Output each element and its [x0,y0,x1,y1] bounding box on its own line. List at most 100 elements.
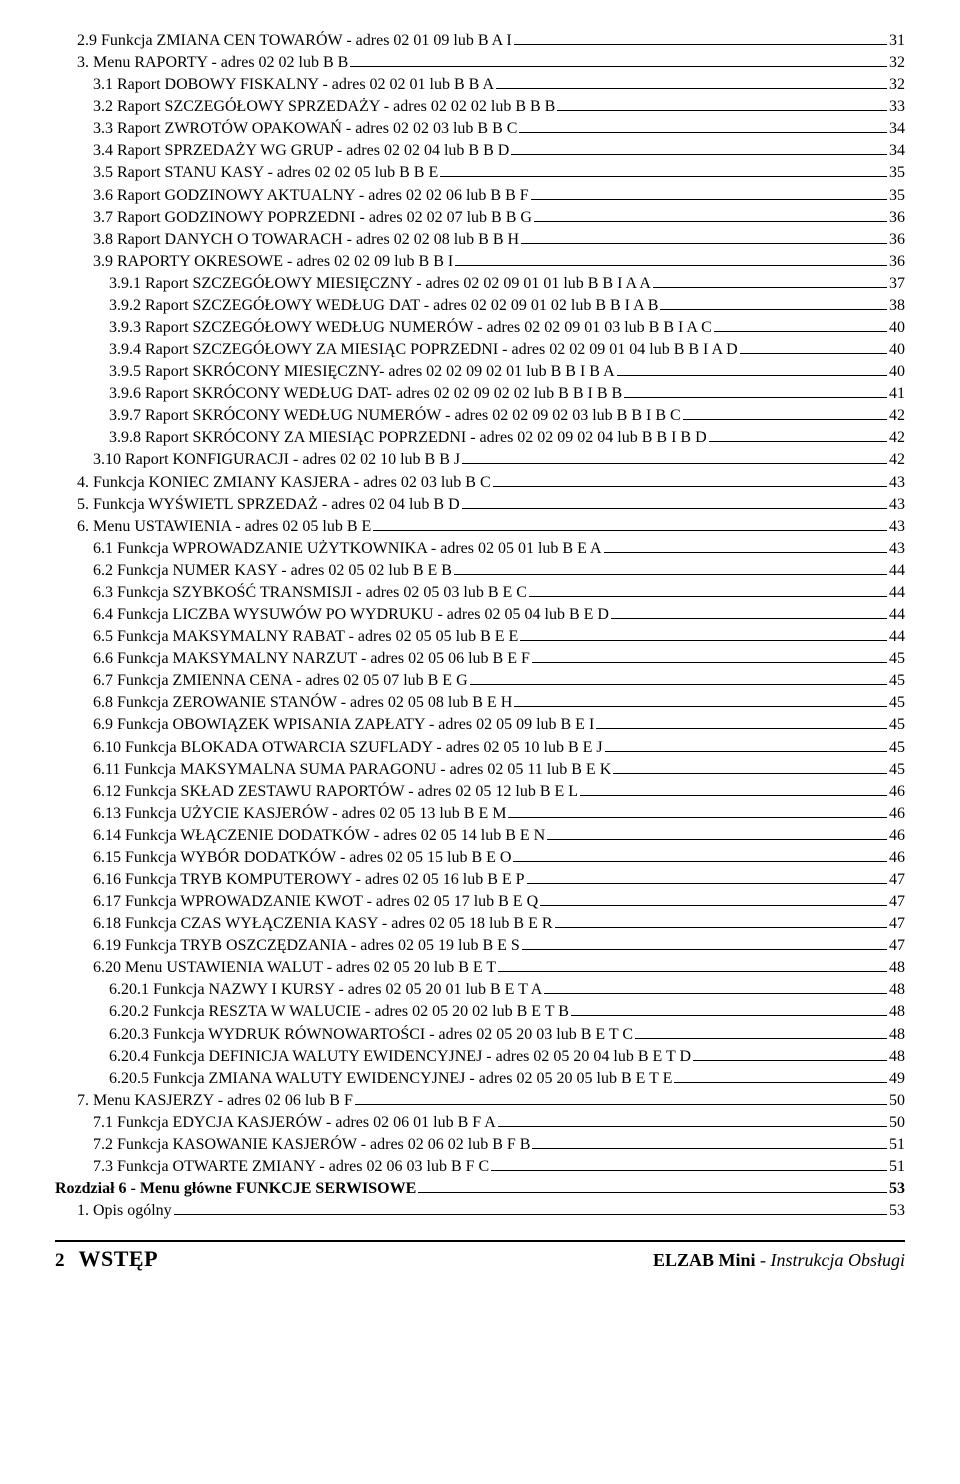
toc-leader [605,751,887,752]
toc-entry-label: 6.12 Funkcja SKŁAD ZESTAWU RAPORTÓW - ad… [93,781,578,803]
toc-leader [520,640,887,641]
toc-entry-label: 3.2 Raport SZCZEGÓŁOWY SPRZEDAŻY - adres… [93,96,555,118]
toc-entry-page: 34 [889,140,905,162]
toc-leader [462,463,887,464]
toc-leader [514,44,887,45]
toc-entry-label: 6.14 Funkcja WŁĄCZENIE DODATKÓW - adres … [93,825,545,847]
toc-entry: 3. Menu RAPORTY - adres 02 02 lub B B32 [55,52,905,74]
toc-entry-page: 44 [889,582,905,604]
toc-entry: 3.9.1 Raport SZCZEGÓŁOWY MIESIĘCZNY - ad… [55,273,905,295]
toc-entry-label: 6.3 Funkcja SZYBKOŚĆ TRANSMISJI - adres … [93,582,527,604]
toc-leader [693,1060,887,1061]
table-of-contents: 2.9 Funkcja ZMIANA CEN TOWARÓW - adres 0… [55,30,905,1222]
toc-entry-label: 6.20.2 Funkcja RESZTA W WALUCIE - adres … [109,1001,569,1023]
toc-entry: 2.9 Funkcja ZMIANA CEN TOWARÓW - adres 0… [55,30,905,52]
toc-entry: 3.9.6 Raport SKRÓCONY WEDŁUG DAT- adres … [55,383,905,405]
toc-leader [462,508,887,509]
toc-entry-page: 43 [889,538,905,560]
toc-entry: 6.8 Funkcja ZEROWANIE STANÓW - adres 02 … [55,692,905,714]
toc-entry-page: 44 [889,604,905,626]
toc-leader [521,243,887,244]
toc-entry: 6. Menu USTAWIENIA - adres 02 05 lub B E… [55,516,905,538]
toc-entry: 3.10 Raport KONFIGURACJI - adres 02 02 1… [55,449,905,471]
toc-leader [544,993,887,994]
toc-entry-label: 6.15 Funkcja WYBÓR DODATKÓW - adres 02 0… [93,847,511,869]
toc-entry-page: 40 [889,339,905,361]
toc-entry-label: 3.3 Raport ZWROTÓW OPAKOWAŃ - adres 02 0… [93,118,517,140]
footer-tail: - Instrukcja Obsługi [756,1250,905,1270]
toc-entry: Rozdział 6 - Menu główne FUNKCJE SERWISO… [55,1178,905,1200]
toc-entry-label: 2.9 Funkcja ZMIANA CEN TOWARÓW - adres 0… [77,30,512,52]
toc-entry-label: 3.9.1 Raport SZCZEGÓŁOWY MIESIĘCZNY - ad… [109,273,651,295]
toc-entry: 6.19 Funkcja TRYB OSZCZĘDZANIA - adres 0… [55,935,905,957]
toc-leader [373,530,887,531]
toc-entry-page: 50 [889,1112,905,1134]
toc-leader [529,596,887,597]
toc-leader [513,861,887,862]
toc-entry-page: 47 [889,891,905,913]
toc-entry-page: 40 [889,361,905,383]
toc-entry-label: 3.9.5 Raport SKRÓCONY MIESIĘCZNY- adres … [109,361,615,383]
toc-leader [635,1038,887,1039]
toc-entry: 6.20.2 Funkcja RESZTA W WALUCIE - adres … [55,1001,905,1023]
toc-entry: 4. Funkcja KONIEC ZMIANY KASJERA - adres… [55,472,905,494]
toc-entry-page: 45 [889,714,905,736]
toc-leader [555,927,887,928]
toc-entry-page: 47 [889,913,905,935]
toc-entry-page: 41 [889,383,905,405]
toc-entry-page: 48 [889,1046,905,1068]
toc-entry-page: 51 [889,1134,905,1156]
toc-entry: 3.1 Raport DOBOWY FISKALNY - adres 02 02… [55,74,905,96]
toc-entry-label: 3.9.2 Raport SZCZEGÓŁOWY WEDŁUG DAT - ad… [109,295,658,317]
toc-entry: 3.9.5 Raport SKRÓCONY MIESIĘCZNY- adres … [55,361,905,383]
toc-entry-label: 6.19 Funkcja TRYB OSZCZĘDZANIA - adres 0… [93,935,520,957]
toc-leader [660,309,887,310]
toc-entry: 3.3 Raport ZWROTÓW OPAKOWAŃ - adres 02 0… [55,118,905,140]
toc-leader [740,353,887,354]
toc-entry: 6.15 Funkcja WYBÓR DODATKÓW - adres 02 0… [55,847,905,869]
toc-entry: 3.8 Raport DANYCH O TOWARACH - adres 02 … [55,229,905,251]
toc-entry-label: 3.9.6 Raport SKRÓCONY WEDŁUG DAT- adres … [109,383,622,405]
toc-leader [174,1214,887,1215]
toc-entry: 3.5 Raport STANU KASY - adres 02 02 05 l… [55,162,905,184]
toc-entry-page: 44 [889,560,905,582]
toc-entry-label: 6.5 Funkcja MAKSYMALNY RABAT - adres 02 … [93,626,518,648]
toc-leader [653,287,887,288]
toc-entry-page: 44 [889,626,905,648]
toc-leader [519,132,887,133]
toc-entry: 6.18 Funkcja CZAS WYŁĄCZENIA KASY - adre… [55,913,905,935]
toc-entry-page: 34 [889,118,905,140]
toc-leader [493,486,887,487]
toc-entry: 6.2 Funkcja NUMER KASY - adres 02 05 02 … [55,560,905,582]
toc-entry-label: 6.20.5 Funkcja ZMIANA WALUTY EWIDENCYJNE… [109,1068,672,1090]
toc-entry: 6.14 Funkcja WŁĄCZENIE DODATKÓW - adres … [55,825,905,847]
toc-entry-label: 6.17 Funkcja WPROWADZANIE KWOT - adres 0… [93,891,538,913]
toc-leader [547,839,887,840]
toc-leader [557,110,887,111]
toc-entry-page: 36 [889,207,905,229]
toc-entry: 3.9.3 Raport SZCZEGÓŁOWY WEDŁUG NUMERÓW … [55,317,905,339]
toc-leader [683,419,887,420]
toc-leader [498,971,887,972]
toc-entry-page: 42 [889,449,905,471]
toc-entry: 6.4 Funkcja LICZBA WYSUWÓW PO WYDRUKU - … [55,604,905,626]
toc-entry-page: 45 [889,737,905,759]
toc-entry-page: 40 [889,317,905,339]
toc-entry-label: 6.20.4 Funkcja DEFINICJA WALUTY EWIDENCY… [109,1046,691,1068]
toc-entry: 7.1 Funkcja EDYCJA KASJERÓW - adres 02 0… [55,1112,905,1134]
toc-entry-page: 46 [889,803,905,825]
toc-leader [418,1192,887,1193]
toc-entry-label: 3. Menu RAPORTY - adres 02 02 lub B B [77,52,348,74]
toc-entry-label: Rozdział 6 - Menu główne FUNKCJE SERWISO… [55,1178,416,1200]
toc-entry: 6.17 Funkcja WPROWADZANIE KWOT - adres 0… [55,891,905,913]
toc-entry: 7.3 Funkcja OTWARTE ZMIANY - adres 02 06… [55,1156,905,1178]
toc-leader [455,265,887,266]
toc-leader [470,684,887,685]
toc-entry-page: 37 [889,273,905,295]
toc-entry-label: 6. Menu USTAWIENIA - adres 02 05 lub B E [77,516,371,538]
toc-entry: 6.3 Funkcja SZYBKOŚĆ TRANSMISJI - adres … [55,582,905,604]
toc-entry: 6.12 Funkcja SKŁAD ZESTAWU RAPORTÓW - ad… [55,781,905,803]
toc-entry-page: 47 [889,869,905,891]
toc-entry-label: 7.3 Funkcja OTWARTE ZMIANY - adres 02 06… [93,1156,489,1178]
toc-entry-page: 35 [889,185,905,207]
